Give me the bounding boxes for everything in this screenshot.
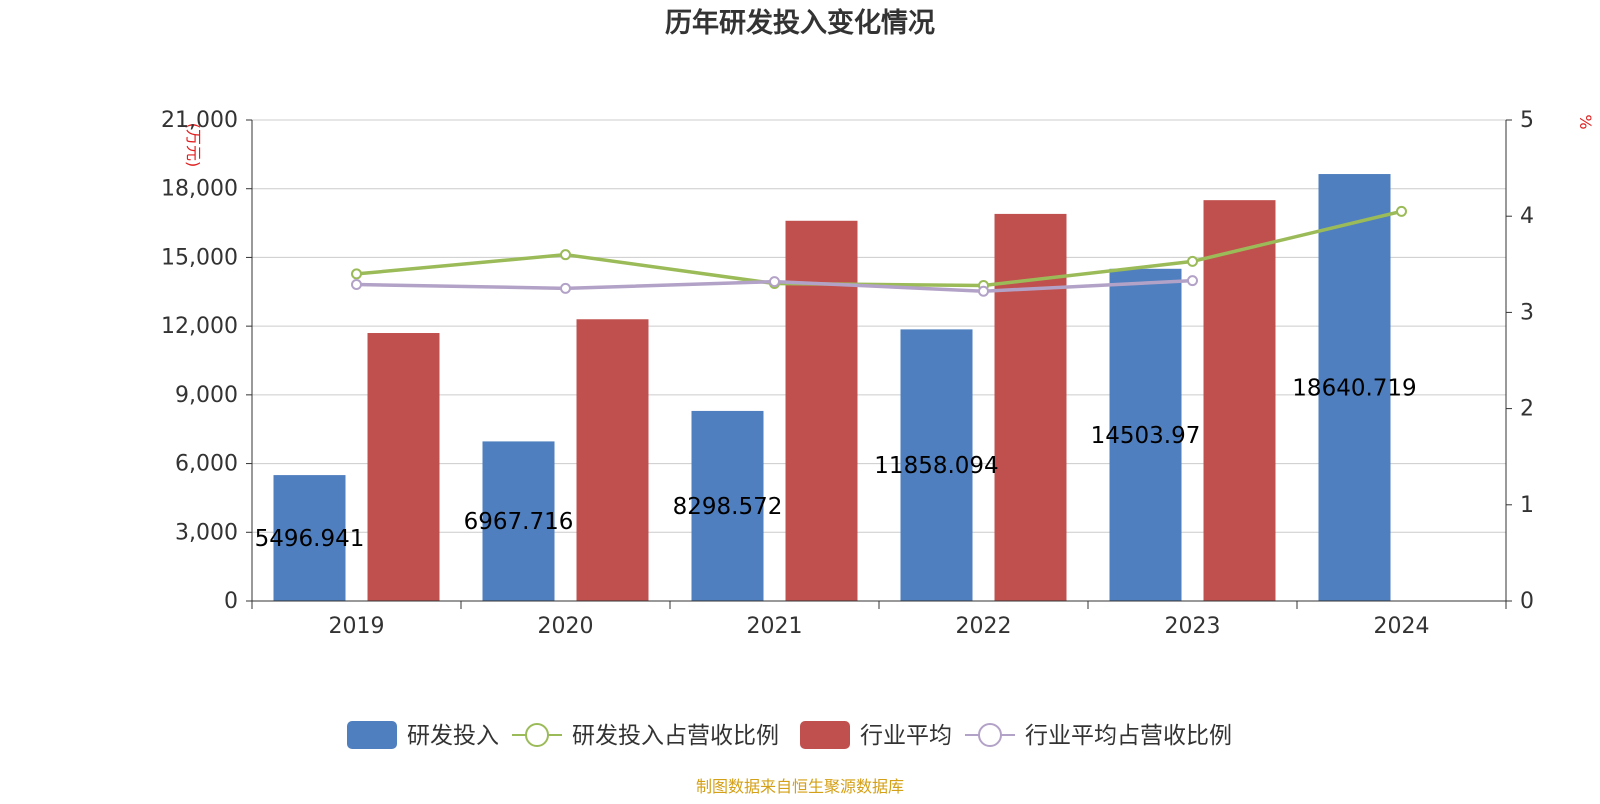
left-axis-tick-label: 18,000 (161, 177, 238, 202)
source-note: 制图数据来自恒生聚源数据库 (696, 777, 904, 796)
line-point (1187, 255, 1198, 267)
line-rd-ratio (356, 209, 1402, 288)
left-axis-unit: (万元) (184, 123, 203, 168)
left-axis-tick-label: 3,000 (175, 520, 238, 545)
bar-series (273, 174, 1391, 602)
legend-label: 研发投入 (407, 723, 499, 749)
line-point (560, 282, 571, 294)
legend-label: 行业平均 (860, 723, 952, 749)
bar-rd-investment (1318, 174, 1391, 602)
line-point (769, 276, 780, 288)
line-point (1396, 205, 1407, 217)
bar-rd-investment (273, 475, 346, 601)
x-axis-tick-label: 2019 (329, 614, 385, 639)
bar-data-label: 11858.094 (874, 453, 998, 479)
bar-rd-investment (1109, 268, 1182, 601)
left-axis-tick-label: 12,000 (161, 314, 238, 339)
bar-data-label: 18640.719 (1292, 376, 1416, 402)
left-axis-tick-label: 0 (224, 589, 238, 614)
bar-industry-average (1203, 200, 1276, 601)
x-axis-tick-label: 2022 (956, 614, 1012, 639)
legend-swatch-bar (347, 721, 397, 749)
grid-lines (252, 119, 1506, 533)
line-point (351, 268, 362, 280)
x-axis-tick-label: 2023 (1165, 614, 1221, 639)
x-axis-tick-label: 2020 (538, 614, 594, 639)
legend-swatch-bar (800, 721, 850, 749)
x-axis-tick-label: 2024 (1374, 614, 1430, 639)
right-axis-tick-label: 0 (1520, 589, 1534, 614)
legend-swatch-marker (978, 723, 1002, 747)
chart-title: 历年研发投入变化情况 (665, 7, 935, 39)
left-axis-tick-label: 21,000 (161, 108, 238, 133)
bar-industry-average (576, 319, 649, 601)
bar-rd-investment (482, 441, 555, 601)
right-axis-tick-label: 2 (1520, 397, 1534, 422)
legend-swatch-marker (525, 723, 549, 747)
legend-label: 行业平均占营收比例 (1025, 723, 1232, 749)
x-axis-tick-label: 2021 (747, 614, 803, 639)
bar-industry-average (994, 213, 1067, 601)
right-axis-tick-label: 3 (1520, 300, 1534, 325)
line-series (351, 205, 1407, 297)
bar-rd-investment (900, 329, 973, 601)
left-axis-tick-label: 6,000 (175, 452, 238, 477)
right-axis-tick-label: 5 (1520, 108, 1534, 133)
bar-rd-investment (691, 410, 764, 601)
axes: 0 3,000 6,000 9,000 12,000 15,000 18,000 21,000… (161, 108, 1534, 639)
bar-data-label: 6967.716 (464, 509, 574, 535)
legend: 研发投入 研发投入占营收比例 行业平均 行业平均占营收比例 (347, 721, 1232, 749)
line-point (1187, 275, 1198, 287)
right-axis-unit: % (1576, 114, 1595, 129)
bar-industry-average (785, 220, 858, 601)
legend-label: 研发投入占营收比例 (572, 723, 779, 749)
line-point (560, 249, 571, 261)
bar-data-label: 5496.941 (255, 526, 365, 552)
line-point (978, 285, 989, 297)
line-point (351, 279, 362, 291)
bar-industry-average (367, 333, 440, 601)
left-axis-tick-label: 15,000 (161, 245, 238, 270)
left-axis-tick-label: 9,000 (175, 383, 238, 408)
bar-data-label: 14503.97 (1091, 423, 1201, 449)
right-axis-tick-label: 4 (1520, 204, 1534, 229)
right-axis-tick-label: 1 (1520, 493, 1534, 518)
data-labels: 5496.941 6967.716 8298.572 11858.094 14503.9… (255, 376, 1417, 553)
bar-data-label: 8298.572 (673, 494, 783, 520)
